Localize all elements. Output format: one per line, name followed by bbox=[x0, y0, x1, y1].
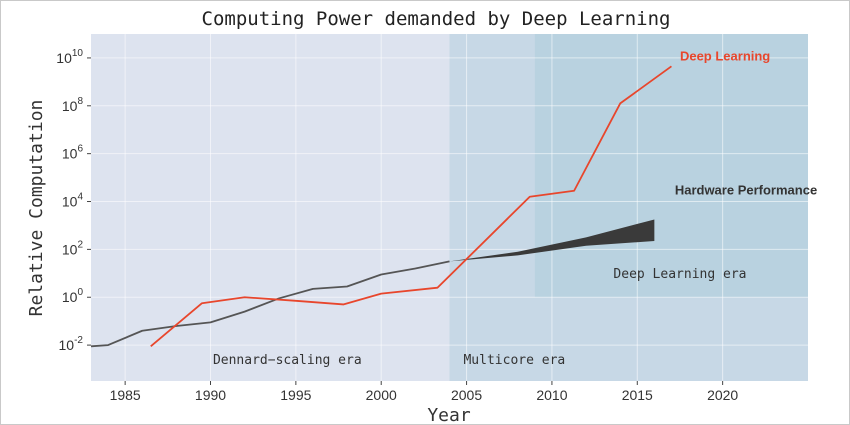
x-tick-label: 2005 bbox=[451, 387, 482, 403]
x-tick-label: 1985 bbox=[110, 387, 141, 403]
y-tick-label: 104 bbox=[62, 192, 84, 210]
region-label-dennard-scaling-era: Dennard−scaling era bbox=[213, 353, 362, 368]
region-label-multicore-era: Multicore era bbox=[463, 353, 565, 368]
y-axis-label: Relative Computation bbox=[26, 100, 47, 317]
era-regions bbox=[91, 34, 808, 381]
hardware-performance-band bbox=[449, 219, 655, 262]
x-tick-label: 2010 bbox=[536, 387, 567, 403]
region-dennard-scaling-era bbox=[91, 34, 450, 381]
series-layer bbox=[90, 65, 672, 348]
y-tick-label: 108 bbox=[62, 96, 84, 114]
region-deep-learning-era bbox=[534, 34, 808, 298]
hardware-performance-line bbox=[90, 260, 450, 348]
y-tick-label: 102 bbox=[62, 239, 84, 257]
series-label-deep-learning: Deep Learning bbox=[680, 48, 770, 63]
x-tick-label: 2020 bbox=[707, 387, 738, 403]
deep-learning-line bbox=[150, 65, 672, 347]
x-tick-label: 1990 bbox=[195, 387, 226, 403]
y-tick-label: 1010 bbox=[56, 48, 83, 66]
y-tick-label: 106 bbox=[62, 144, 84, 162]
x-tick-label: 2015 bbox=[622, 387, 653, 403]
gridlines bbox=[91, 34, 808, 381]
axes-layer: 1985 1990 1995 2000 2005 2010 2015 2020 10-2 100 1… bbox=[56, 48, 738, 403]
annotation-layer: Dennard−scaling era Multicore era Deep Lea… bbox=[213, 48, 817, 368]
region-label-deep-learning-era: Deep Learning era bbox=[613, 267, 746, 282]
y-tick-label: 10-2 bbox=[59, 335, 84, 353]
y-tick-label: 100 bbox=[62, 287, 84, 305]
x-tick-label: 2000 bbox=[366, 387, 397, 403]
chart-title: Computing Power demanded by Deep Learnin… bbox=[202, 8, 671, 30]
x-tick-label: 1995 bbox=[280, 387, 311, 403]
series-label-hardware-performance: Hardware Performance bbox=[675, 182, 817, 197]
x-axis-label: Year bbox=[427, 405, 471, 424]
